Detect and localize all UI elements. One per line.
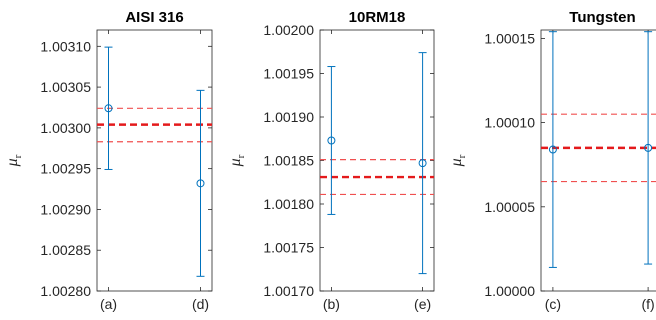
axes-box — [96, 29, 213, 292]
y-tick-label: 1.00190 — [263, 109, 314, 125]
y-axis-label: μr — [4, 154, 24, 167]
panel-1: 1.00280 1.00285 1.00290 1.00295 1.00300 1.003… — [4, 9, 213, 312]
data-point — [418, 159, 427, 168]
y-tick-label: 1.00285 — [40, 242, 91, 258]
y-tick-label: 1.00175 — [263, 240, 314, 256]
axes-box — [540, 29, 656, 292]
panel-2: 1.00170 1.00175 1.00180 1.00185 1.00190 1.001… — [227, 9, 435, 312]
y-tick-label: 1.00295 — [40, 161, 91, 177]
data-point — [644, 143, 653, 152]
data-point — [104, 104, 113, 113]
x-tick-label: (a) — [100, 296, 117, 312]
y-tick-label: 1.00185 — [263, 153, 314, 169]
y-axis-label-subscript: r — [235, 154, 247, 158]
data-point — [548, 145, 557, 154]
y-tick-label: 1.00180 — [263, 196, 314, 212]
y-tick-label: 1.00200 — [263, 22, 314, 38]
y-tick-label: 1.00310 — [40, 38, 91, 54]
data-point — [327, 136, 336, 145]
y-tick-label: 1.00170 — [263, 283, 314, 299]
panel-title: AISI 316 — [125, 9, 183, 26]
panel-3: 1.00000 1.00005 1.00010 1.00015 (c) (f) Tungst… — [448, 9, 656, 312]
y-tick-label: 1.00305 — [40, 79, 91, 95]
y-tick-label: 1.00300 — [40, 120, 91, 136]
y-tick-label: 1.00290 — [40, 201, 91, 217]
panel-title: Tungsten — [569, 9, 635, 26]
y-axis-label-subscript: r — [456, 154, 468, 158]
x-tick-label: (b) — [323, 296, 340, 312]
y-tick-label: 1.00000 — [484, 283, 535, 299]
data-point — [196, 179, 205, 188]
y-axis-label: μr — [448, 154, 468, 167]
y-tick-label: 1.00280 — [40, 283, 91, 299]
x-tick-label: (e) — [414, 296, 431, 312]
x-tick-label: (c) — [545, 296, 561, 312]
y-tick-label: 1.00195 — [263, 66, 314, 82]
y-tick-label: 1.00015 — [484, 30, 535, 46]
x-tick-label: (f) — [641, 296, 654, 312]
axes-box — [319, 29, 435, 292]
y-axis-label: μr — [227, 154, 247, 167]
y-axis-label-subscript: r — [12, 154, 24, 158]
x-tick-label: (d) — [192, 296, 209, 312]
panel-title: 10RM18 — [349, 9, 406, 26]
y-tick-label: 1.00010 — [484, 115, 535, 131]
y-tick-label: 1.00005 — [484, 199, 535, 215]
